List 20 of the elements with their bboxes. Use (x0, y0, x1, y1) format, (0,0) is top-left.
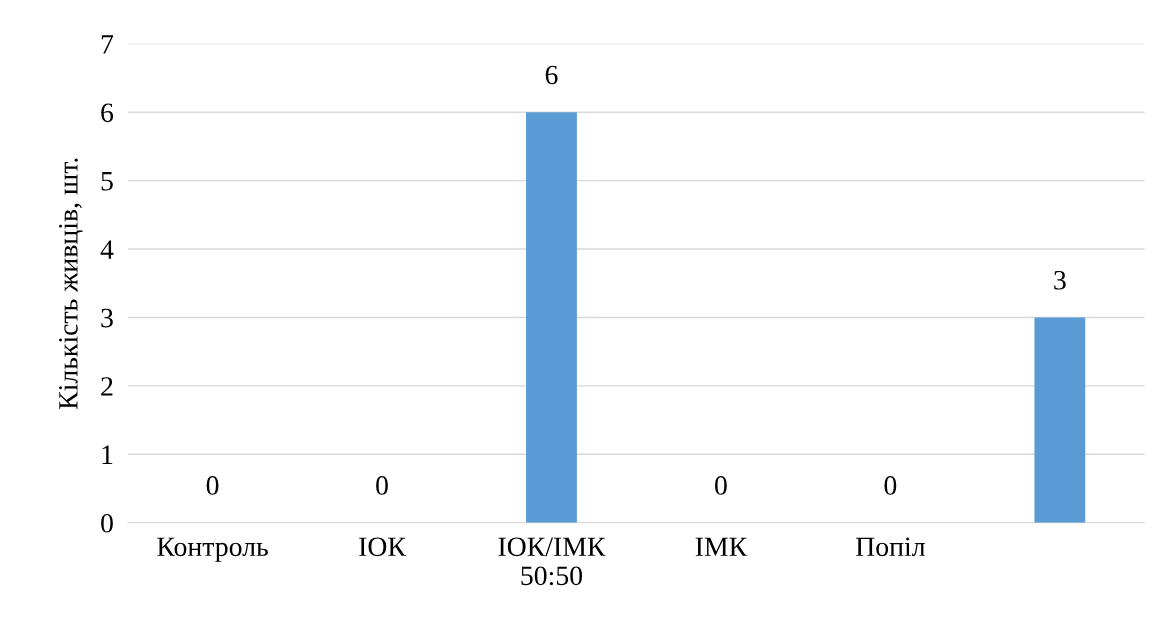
x-tick-label: Попіл (855, 537, 925, 557)
y-tick-label: 7 (101, 35, 114, 54)
y-tick-label: 2 (101, 377, 113, 396)
data-label: 6 (545, 65, 558, 85)
y-tick-label: 6 (101, 103, 114, 123)
data-label: 3 (1054, 270, 1066, 290)
x-tick-label: Контроль (157, 537, 268, 562)
y-tick-label: 4 (100, 240, 114, 259)
y-tick-label: 5 (101, 172, 113, 191)
y-axis-title: Кількість живців, шт. (59, 158, 83, 410)
x-tick-label: ІОК (359, 537, 407, 557)
x-tick-label: ІОК/ІМК 50:50 (498, 537, 606, 586)
x-tick-label: ІМК (695, 537, 748, 556)
data-label: 0 (206, 476, 219, 495)
y-tick-label: 3 (101, 308, 113, 328)
data-label: 0 (376, 476, 388, 495)
data-label: 0 (715, 476, 727, 495)
y-tick-label: 0 (101, 513, 113, 533)
data-label: 0 (884, 476, 897, 495)
y-tick-label: 1 (102, 445, 113, 464)
